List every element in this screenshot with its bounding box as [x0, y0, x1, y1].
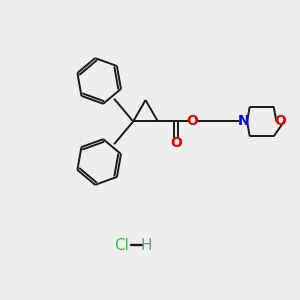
Text: O: O: [274, 115, 286, 128]
Text: O: O: [170, 136, 182, 150]
Text: O: O: [186, 115, 198, 128]
Text: N: N: [237, 115, 249, 128]
Text: Cl: Cl: [114, 238, 129, 253]
Text: H: H: [141, 238, 152, 253]
